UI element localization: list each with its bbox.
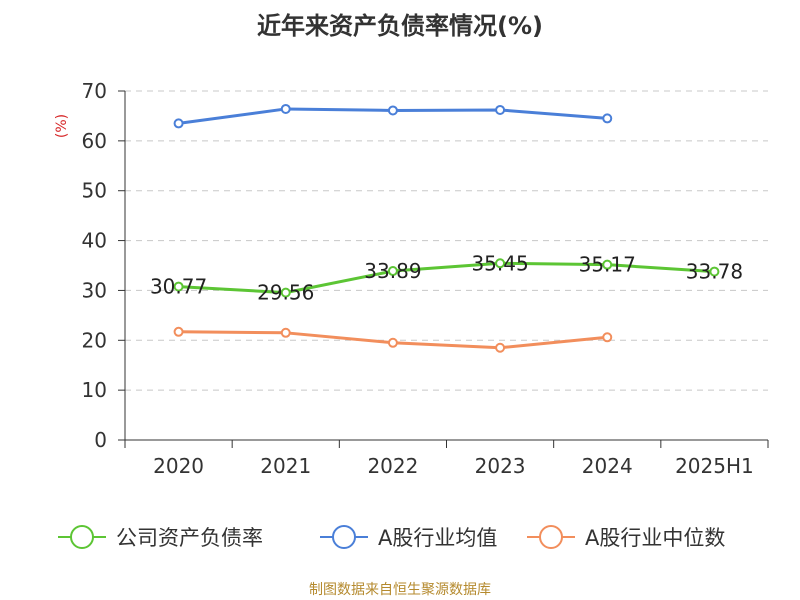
data-point xyxy=(495,104,506,115)
gridlines xyxy=(125,90,768,391)
data-label: 33.89 xyxy=(364,259,421,283)
series-line-1 xyxy=(178,261,715,295)
legend-swatch-marker xyxy=(332,525,356,549)
x-tick-label: 2025H1 xyxy=(675,454,754,478)
data-point xyxy=(495,342,506,353)
data-point xyxy=(173,326,184,337)
y-tick-label: 30 xyxy=(82,278,107,302)
y-tick-label: 10 xyxy=(82,378,107,402)
data-point xyxy=(602,332,613,343)
legend-label: A股行业均值 xyxy=(378,526,497,550)
data-point xyxy=(280,327,291,338)
chart-title: 近年来资产负债率情况(%) xyxy=(257,12,543,40)
x-tick-label: 2024 xyxy=(582,454,633,478)
legend-item-1[interactable]: 公司资产负债率 xyxy=(58,525,263,550)
data-point xyxy=(280,103,291,114)
legend-swatch-marker xyxy=(70,525,94,549)
data-labels: 30.77 29.56 33.89 35.45 35.17 33.78 xyxy=(150,251,743,304)
x-tick-label: 2023 xyxy=(475,454,526,478)
y-tick-labels: 0 10 20 30 40 50 60 70 xyxy=(82,79,107,452)
data-label: 35.17 xyxy=(579,253,636,277)
source-note: 制图数据来自恒生聚源数据库 xyxy=(309,582,491,598)
data-label: 29.56 xyxy=(257,281,314,305)
data-label: 30.77 xyxy=(150,275,207,299)
data-point xyxy=(173,281,184,292)
data-label: 35.45 xyxy=(471,251,528,275)
data-point xyxy=(495,258,506,269)
data-point xyxy=(173,118,184,129)
data-point xyxy=(709,266,720,277)
x-tick-labels: 2020 2021 2022 2023 2024 2025H1 xyxy=(153,454,754,478)
data-point xyxy=(387,105,398,116)
legend: 公司资产负债率 A股行业均值 A股行业中位数 xyxy=(58,525,725,550)
data-point xyxy=(602,259,613,270)
x-tick-label: 2021 xyxy=(260,454,311,478)
y-tick-label: 50 xyxy=(82,179,107,203)
legend-swatch-marker xyxy=(539,525,563,549)
legend-label: 公司资产负债率 xyxy=(116,526,263,550)
data-point xyxy=(602,113,613,124)
x-tick-label: 2022 xyxy=(367,454,418,478)
legend-label: A股行业中位数 xyxy=(585,526,725,550)
data-point xyxy=(387,266,398,277)
data-point xyxy=(387,337,398,348)
y-axis-label: (%) xyxy=(54,114,70,138)
y-tick-label: 20 xyxy=(82,328,107,352)
y-tick-label: 0 xyxy=(94,428,107,452)
x-tick-label: 2020 xyxy=(153,454,204,478)
y-tick-label: 60 xyxy=(82,129,107,153)
axes xyxy=(118,90,769,448)
data-point xyxy=(280,287,291,298)
legend-item-2[interactable]: A股行业均值 xyxy=(320,525,497,550)
y-tick-label: 70 xyxy=(82,79,107,103)
data-label: 33.78 xyxy=(686,260,743,284)
series-lines xyxy=(173,103,720,353)
legend-item-3[interactable]: A股行业中位数 xyxy=(527,525,725,550)
y-tick-label: 40 xyxy=(82,229,107,253)
